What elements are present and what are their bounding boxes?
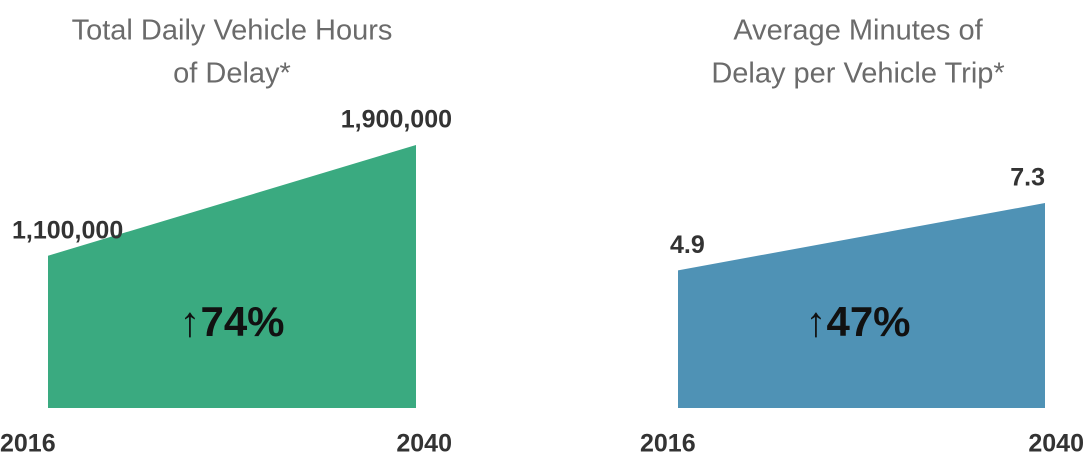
- chart-title: of Delay*: [173, 58, 291, 90]
- area: [678, 203, 1045, 408]
- annotation: ↑74%: [179, 298, 284, 345]
- x-tick-label: 2016: [640, 430, 696, 458]
- area: [48, 145, 416, 408]
- x-tick-label: 2040: [396, 430, 452, 458]
- value-label: 7.3: [1010, 164, 1045, 192]
- chart-title: Delay per Vehicle Trip*: [711, 58, 1004, 90]
- chart-title: Average Minutes of: [733, 15, 983, 47]
- annotation: ↑47%: [805, 298, 910, 345]
- x-tick-label: 2016: [0, 430, 56, 458]
- value-label: 1,100,000: [12, 216, 123, 244]
- x-tick-label: 2040: [1028, 430, 1084, 458]
- value-label: 1,900,000: [341, 106, 452, 134]
- value-label: 4.9: [670, 231, 705, 259]
- chart-title: Total Daily Vehicle Hours: [72, 15, 393, 47]
